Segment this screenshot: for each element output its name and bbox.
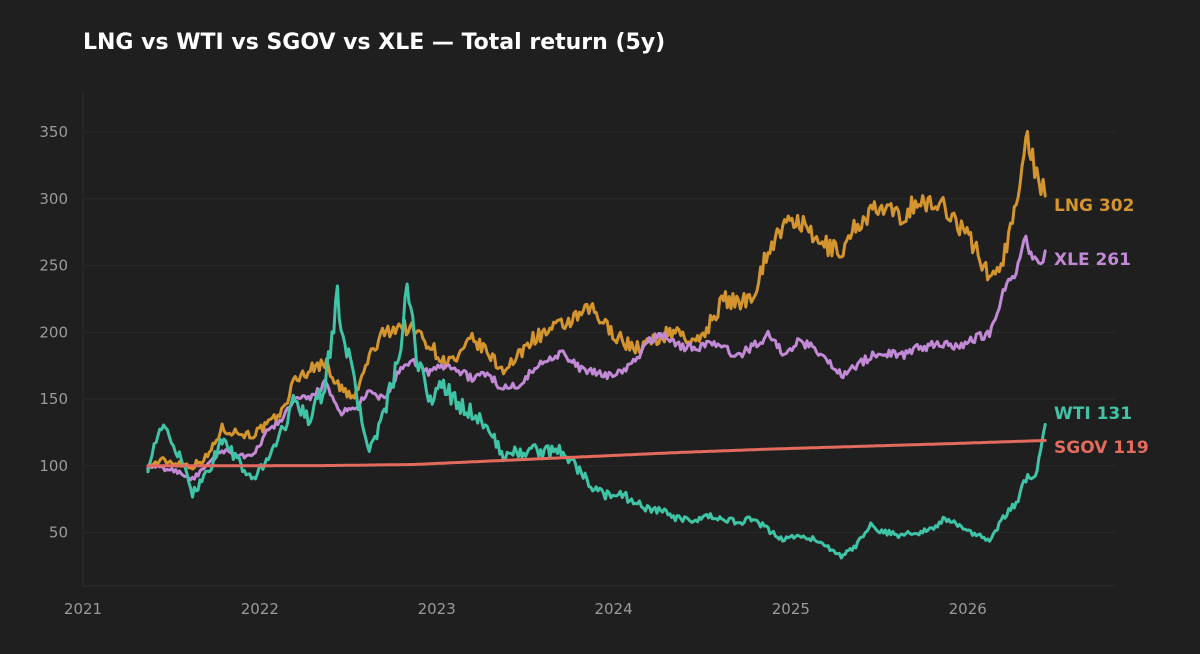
series-line-wti: [146, 282, 1047, 560]
x-tick-label: 2025: [772, 600, 810, 618]
y-tick-label: 100: [39, 457, 68, 475]
y-tick-label: 200: [39, 323, 68, 341]
end-label-xle: XLE 261: [1054, 250, 1131, 270]
series-line-xle: [146, 234, 1047, 482]
x-tick-label: 2022: [241, 600, 279, 618]
series-line-sgov: [146, 439, 1047, 468]
x-tick-label: 2021: [64, 600, 102, 618]
x-tick-label: 2026: [949, 600, 987, 618]
series-line-lng: [146, 129, 1047, 472]
axes: 50 100 150 200 250 300 350 2021 2022 2023 2024 2025…: [39, 92, 1115, 618]
y-tick-label: 150: [39, 390, 68, 408]
grid: [83, 131, 1115, 534]
end-label-lng: LNG 302: [1054, 196, 1134, 216]
y-tick-label: 50: [49, 524, 68, 542]
x-tick-label: 2023: [418, 600, 456, 618]
y-tick-label: 300: [39, 190, 68, 208]
y-tick-label: 350: [39, 123, 68, 141]
series-group: [146, 129, 1047, 560]
x-tick-label: 2024: [594, 600, 632, 618]
y-tick-label: 250: [39, 257, 68, 275]
end-label-wti: WTI 131: [1054, 404, 1132, 424]
chart-title: LNG vs WTI vs SGOV vs XLE — Total return…: [83, 30, 666, 55]
end-labels: LNG 302 XLE 261 WTI 131 SGOV 119: [1054, 196, 1149, 458]
end-label-sgov: SGOV 119: [1054, 438, 1149, 458]
